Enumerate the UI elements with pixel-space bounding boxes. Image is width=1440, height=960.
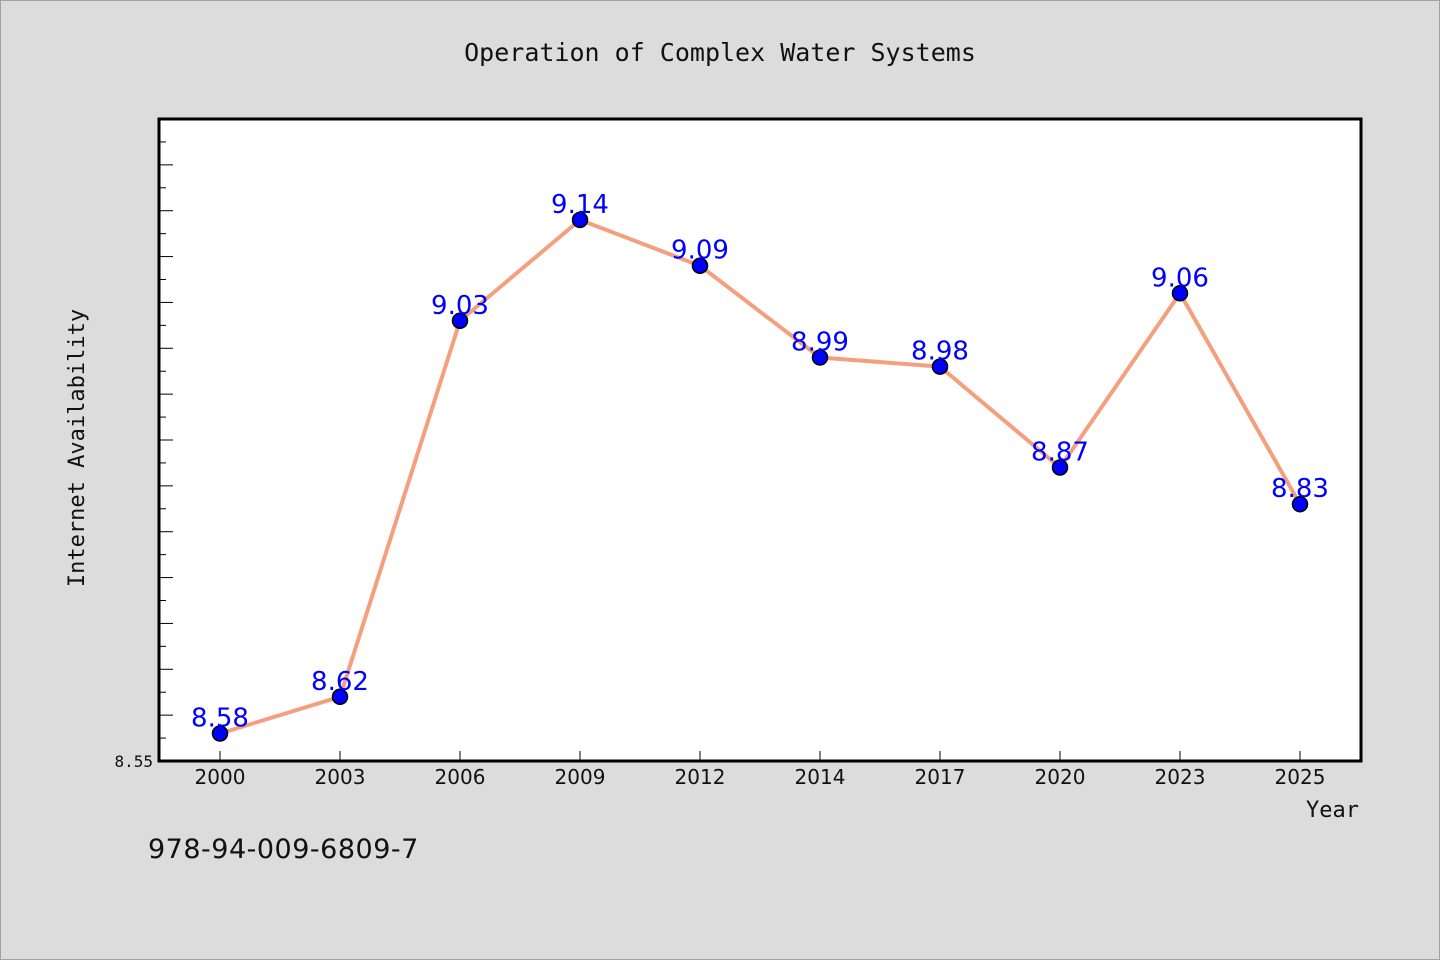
x-tick-label: 2023 bbox=[1155, 765, 1206, 789]
x-axis-label: Year bbox=[1306, 798, 1359, 823]
data-label: 9.09 bbox=[671, 236, 729, 266]
data-point-marker bbox=[931, 358, 949, 375]
x-tick-label: 2020 bbox=[1035, 765, 1086, 789]
data-point-marker bbox=[811, 349, 829, 366]
x-axis-ticks bbox=[219, 751, 1301, 761]
plot-area bbox=[157, 117, 1363, 763]
x-tick-label: 2003 bbox=[315, 765, 366, 789]
x-tick-label: 2017 bbox=[915, 765, 966, 789]
chart-title: Operation of Complex Water Systems bbox=[464, 38, 976, 67]
data-label: 9.03 bbox=[431, 291, 489, 321]
x-tick-label: 2006 bbox=[435, 765, 486, 789]
data-point-marker bbox=[211, 725, 229, 742]
x-tick-label: 2025 bbox=[1275, 765, 1326, 789]
x-tick-label: 2012 bbox=[675, 765, 726, 789]
isbn-caption: 978-94-009-6809-7 bbox=[148, 834, 419, 865]
data-label: 8.83 bbox=[1271, 474, 1329, 504]
data-point-marker bbox=[1171, 285, 1189, 302]
data-labels-group: 8.58 8.62 9.03 9.14 9.09 8.99 8.98 8.87 9.06 8.83 bbox=[191, 190, 1329, 734]
data-point-marker bbox=[571, 211, 589, 229]
data-label: 8.58 bbox=[191, 703, 249, 733]
x-tick-label: 2014 bbox=[795, 765, 846, 789]
data-label: 8.62 bbox=[311, 667, 369, 697]
data-point-marker bbox=[1291, 495, 1309, 513]
data-label: 9.14 bbox=[551, 190, 609, 220]
data-label: 9.06 bbox=[1151, 263, 1209, 293]
data-point-marker bbox=[331, 688, 349, 706]
x-axis-tick-labels: 2000 2003 2006 2009 2012 2014 2017 2020 2023 2025 bbox=[195, 765, 1326, 789]
y-tick-label: 8.55 bbox=[114, 752, 153, 771]
data-point-marker bbox=[451, 312, 469, 330]
series-group bbox=[218, 217, 1302, 736]
series-line bbox=[218, 217, 1302, 736]
data-label: 8.99 bbox=[791, 327, 849, 357]
data-label: 8.87 bbox=[1031, 438, 1089, 468]
data-point-marker bbox=[691, 257, 709, 274]
y-axis-label: Internet Availability bbox=[65, 309, 90, 587]
x-tick-label: 2009 bbox=[555, 765, 606, 789]
x-tick-label: 2000 bbox=[195, 765, 246, 789]
data-point-marker bbox=[1051, 459, 1069, 476]
markers-group bbox=[211, 211, 1309, 742]
y-axis-ticks bbox=[159, 118, 173, 762]
data-label: 8.98 bbox=[911, 337, 969, 367]
